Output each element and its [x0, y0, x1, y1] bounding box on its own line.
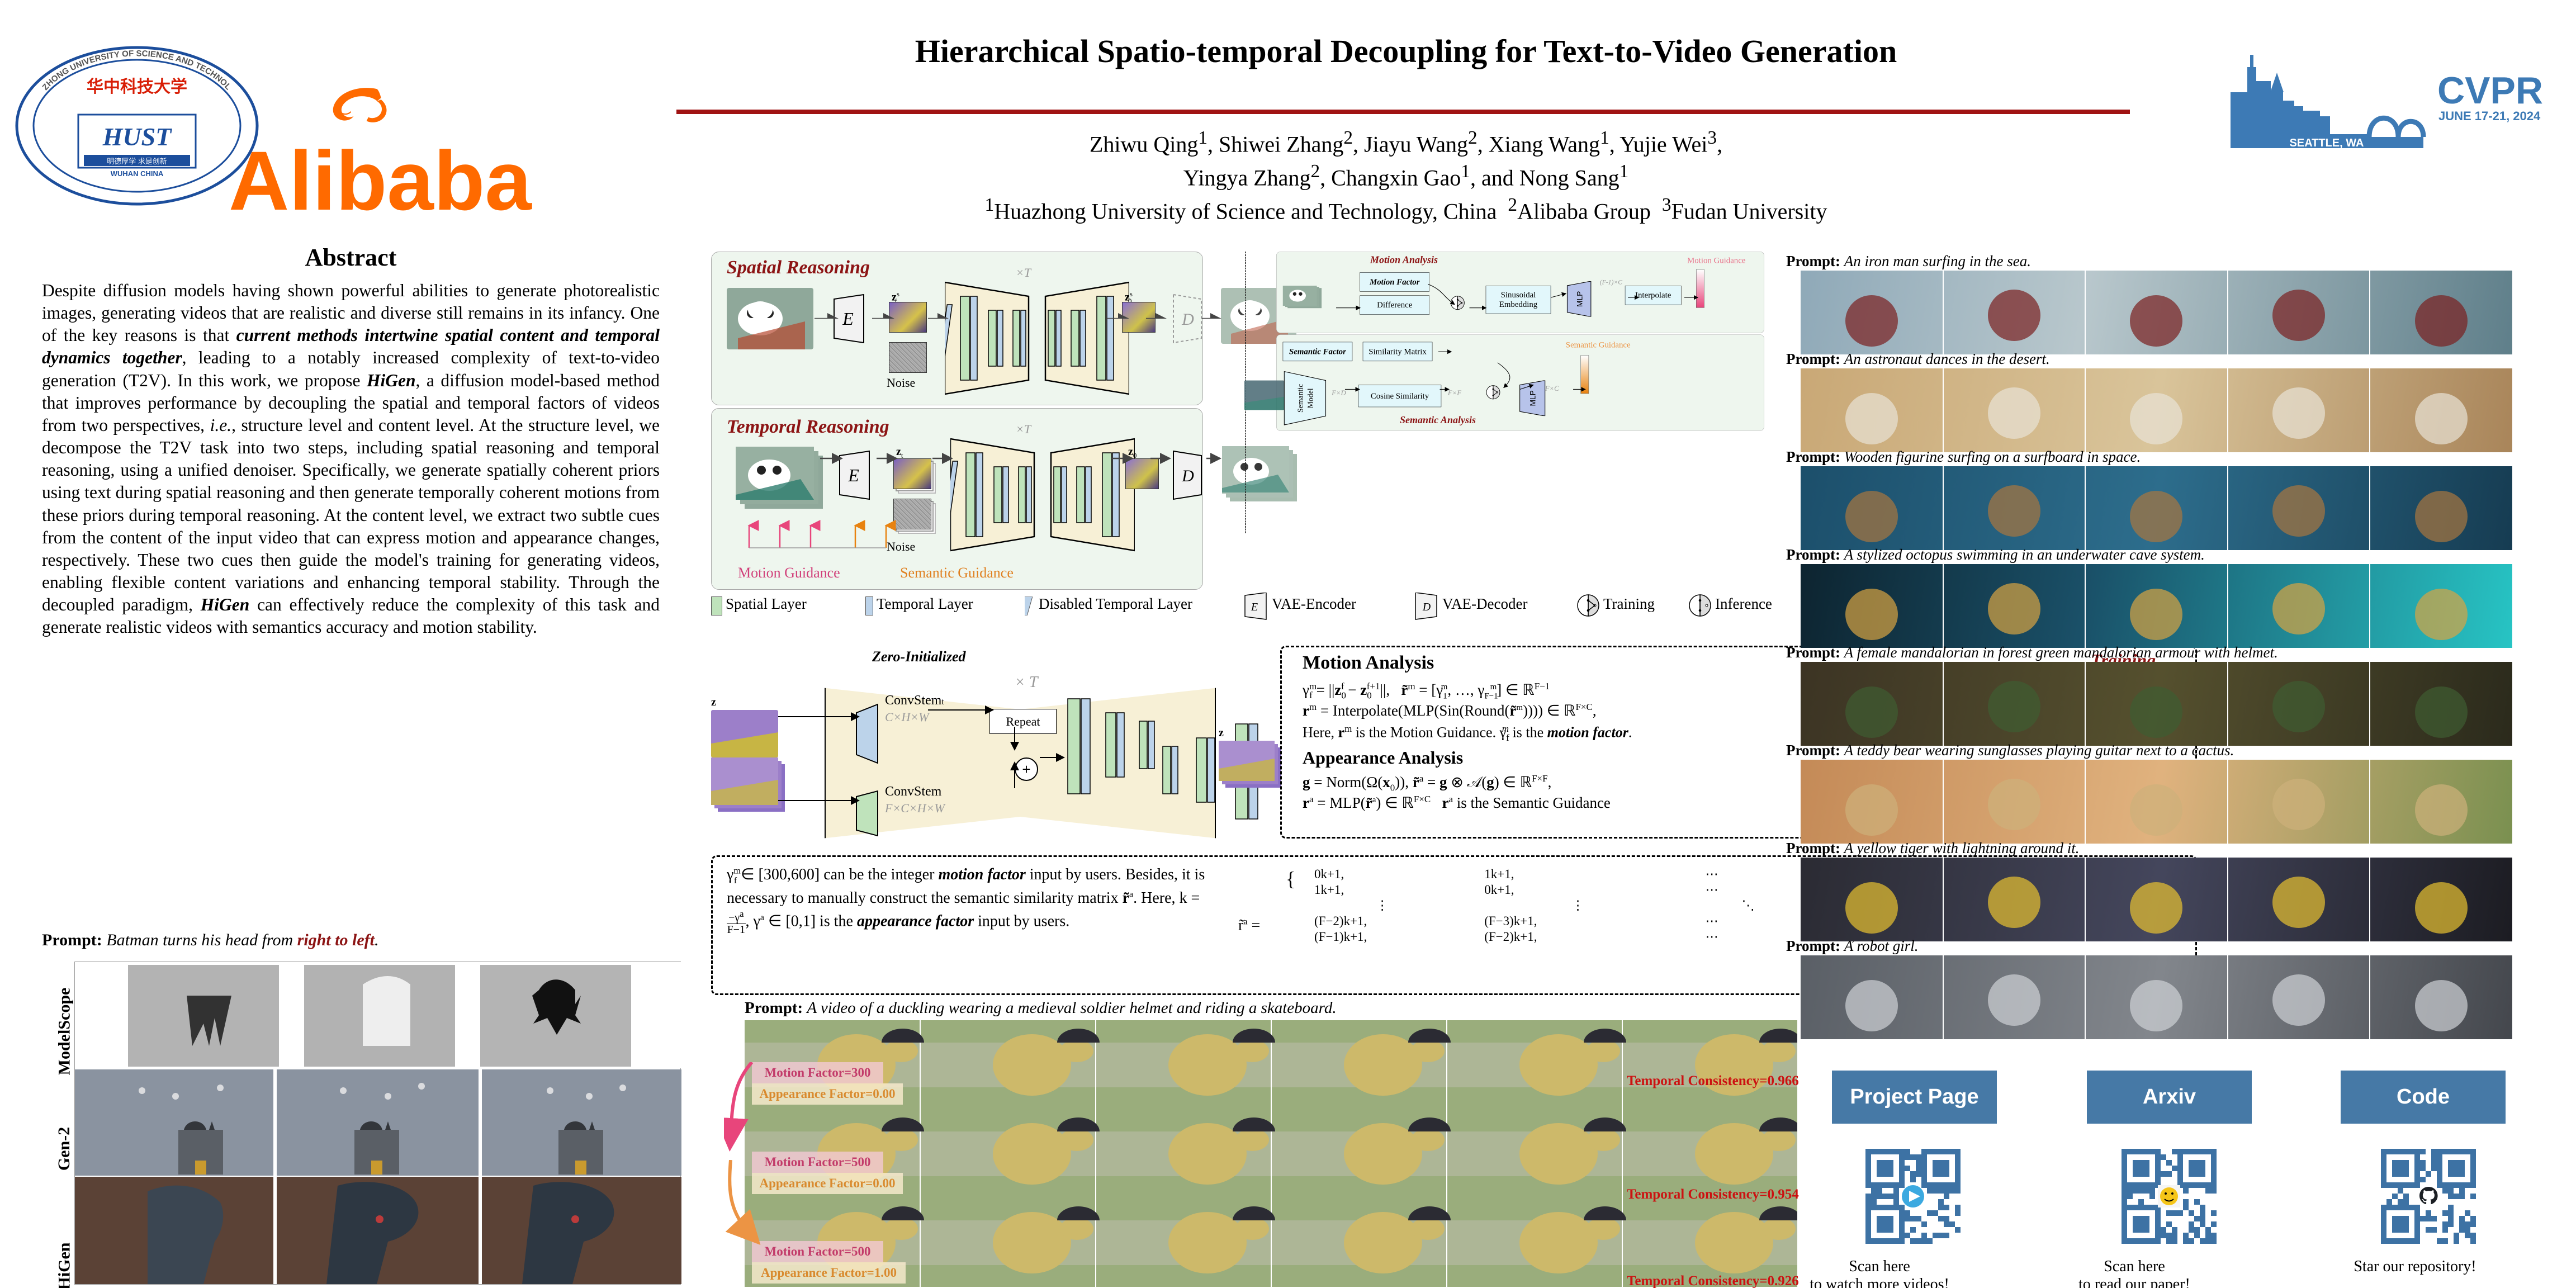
svg-text:CVPR: CVPR	[2437, 69, 2543, 112]
svg-text:Alibaba: Alibaba	[229, 134, 532, 212]
svg-text:JUNE 17-21, 2024: JUNE 17-21, 2024	[2438, 109, 2541, 123]
svg-text:华中科技大学: 华中科技大学	[87, 77, 187, 96]
svg-text:HUST: HUST	[102, 122, 173, 151]
svg-text:WUHAN CHINA: WUHAN CHINA	[111, 169, 164, 178]
svg-text:SEATTLE, WA: SEATTLE, WA	[2290, 137, 2364, 149]
svg-text:明德厚学 求是创新: 明德厚学 求是创新	[107, 157, 167, 165]
